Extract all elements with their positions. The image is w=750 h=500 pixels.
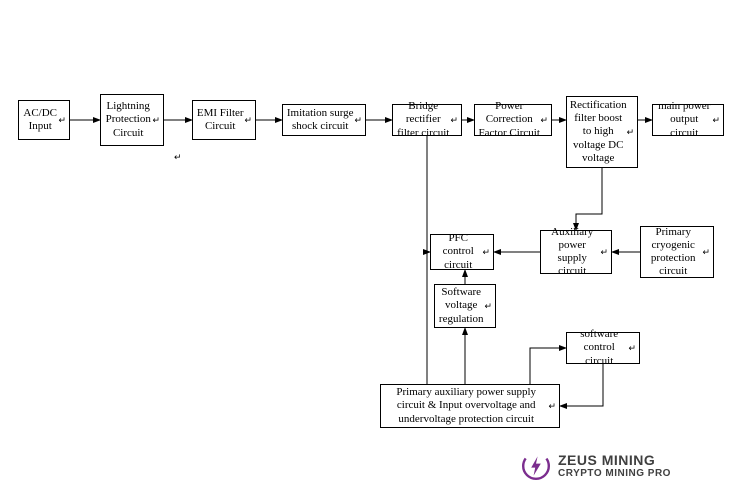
node-aux_pwr: Auxiliary power supply circuit↵ bbox=[540, 230, 612, 274]
edge-primary_aux-sw_ctrl bbox=[530, 348, 566, 384]
logo-line1: ZEUS MINING bbox=[558, 453, 671, 468]
node-main_out: main power output circuit↵ bbox=[652, 104, 724, 136]
node-bridge: Bridge rectifier filter circuit↵ bbox=[392, 104, 462, 136]
node-pfc_ctrl: PFC control circuit↵ bbox=[430, 234, 494, 270]
node-emi: EMI Filter Circuit↵ bbox=[192, 100, 256, 140]
node-rect_boost: Rectification filter boost to high volta… bbox=[566, 96, 638, 168]
edge-rect_boost-aux_pwr bbox=[576, 168, 602, 230]
arrow-layer bbox=[0, 0, 750, 500]
node-acdc: AC/DC Input↵ bbox=[18, 100, 70, 140]
stray-caret-mark: ↵ bbox=[174, 152, 182, 163]
node-pfc_corr: Power Correction Factor Circuit↵ bbox=[474, 104, 552, 136]
logo-text: ZEUS MINING CRYPTO MINING PRO bbox=[558, 453, 671, 479]
edge-sw_ctrl-primary_aux_loop bbox=[560, 364, 603, 406]
lightning-bolt-icon bbox=[520, 450, 552, 482]
node-cryo: Primary cryogenic protection circuit↵ bbox=[640, 226, 714, 278]
node-primary_aux: Primary auxiliary power supply circuit &… bbox=[380, 384, 560, 428]
logo-line2: CRYPTO MINING PRO bbox=[558, 468, 671, 479]
node-surge: Imitation surge shock circuit↵ bbox=[282, 104, 366, 136]
node-lightning: Lightning Protection Circuit↵ bbox=[100, 94, 164, 146]
node-sw_ctrl: software control circuit↵ bbox=[566, 332, 640, 364]
node-sw_volt: Software voltage regulation↵ bbox=[434, 284, 496, 328]
zeus-mining-logo: ZEUS MINING CRYPTO MINING PRO bbox=[520, 450, 671, 482]
